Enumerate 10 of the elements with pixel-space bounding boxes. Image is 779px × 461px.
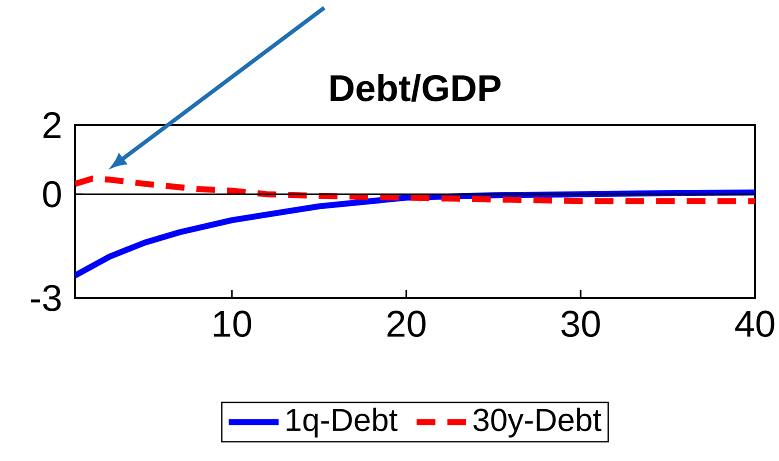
y-tick-label: -3 xyxy=(30,284,61,312)
x-tick-label: 10 xyxy=(214,310,252,337)
y-tick-label: 2 xyxy=(44,112,60,138)
chart-title: Debt/GDP xyxy=(330,74,501,102)
x-tick-label: 30 xyxy=(561,310,600,337)
legend-label: 30y-Debt xyxy=(473,408,602,438)
legend-label: 1q-Debt xyxy=(286,408,398,438)
x-tick-label: 20 xyxy=(387,310,426,337)
x-tick-label: 40 xyxy=(735,310,774,337)
y-tick-label: 0 xyxy=(43,181,61,208)
